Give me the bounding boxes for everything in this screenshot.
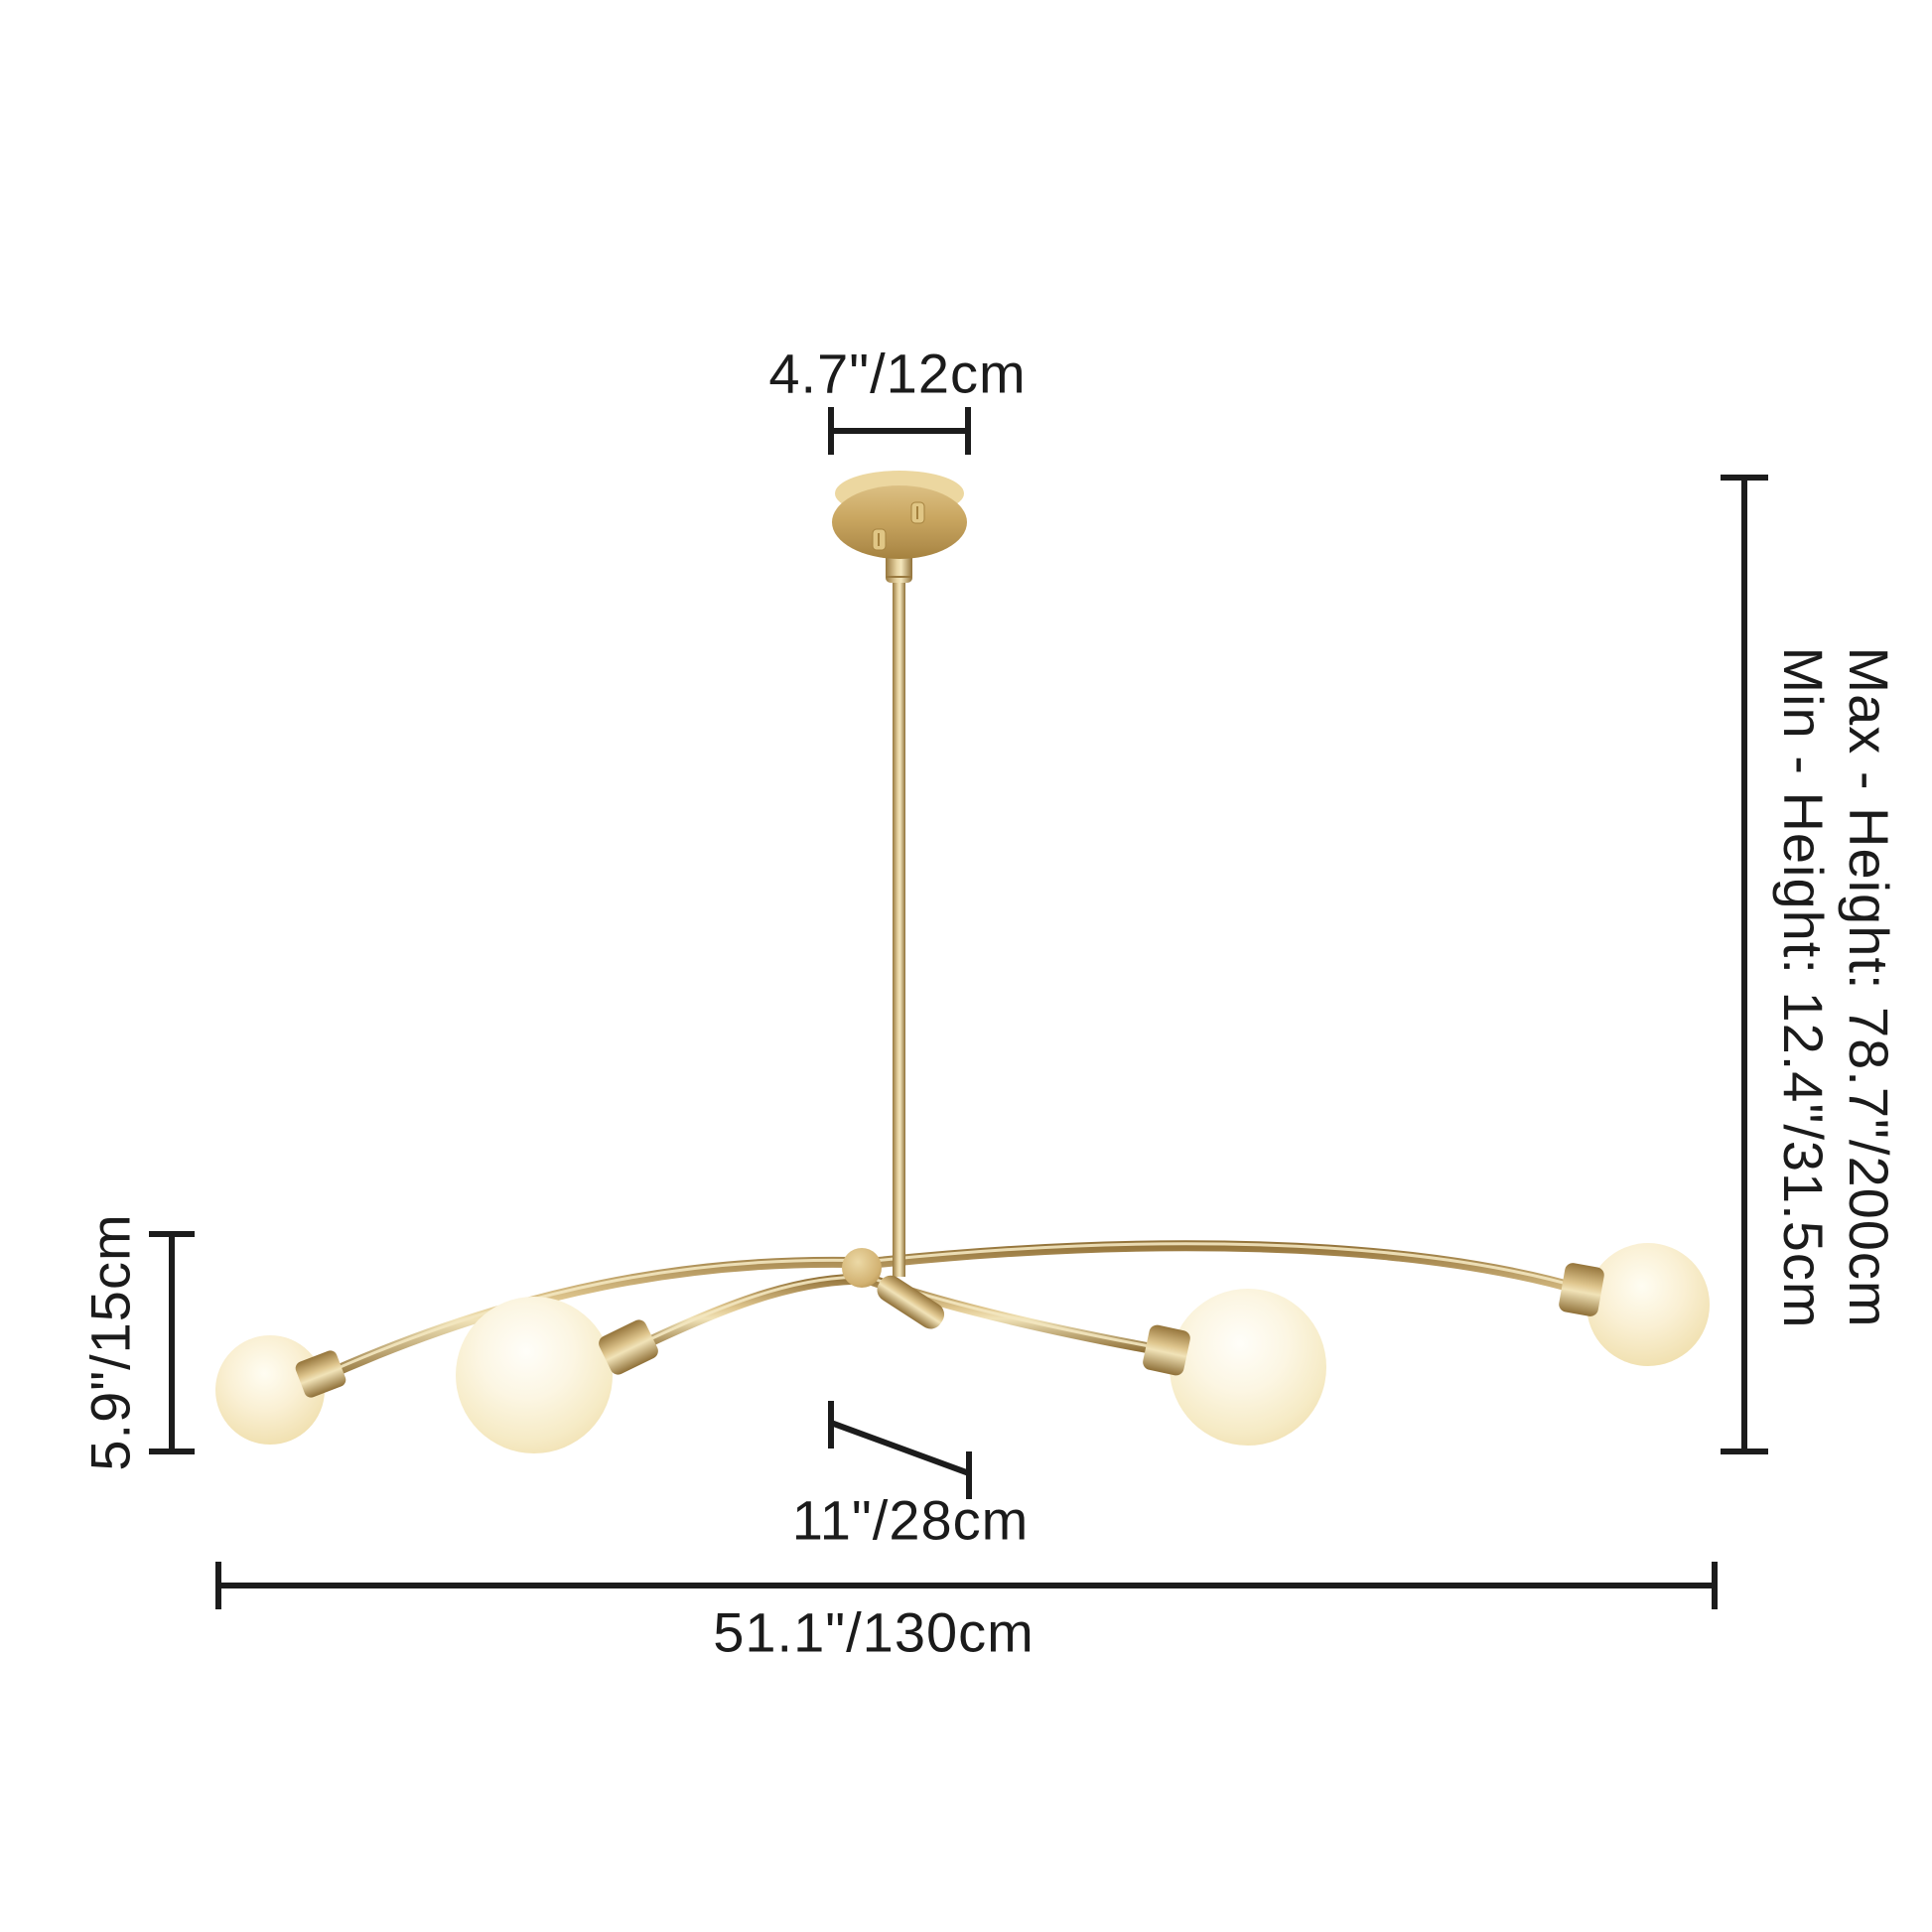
socket-3 <box>1143 1324 1190 1376</box>
socket-4 <box>1559 1263 1604 1316</box>
total-width-dimension-line <box>215 1562 1718 1609</box>
height-dimension-line <box>1721 475 1768 1454</box>
globe-drop-label: 5.9"/15cm <box>78 1213 142 1471</box>
globe-drop-dimension-line <box>149 1231 195 1454</box>
dimension-lines <box>149 407 1768 1609</box>
hanging-rod <box>886 534 912 1277</box>
socket-2 <box>599 1319 658 1375</box>
globe-3 <box>1170 1289 1326 1446</box>
arm-offset-label: 11"/28cm <box>791 1488 1030 1552</box>
max-height-label: Max - Height: 78.7"/200cm <box>1838 646 1900 1328</box>
globes <box>215 1243 1710 1453</box>
arm-offset-dimension-line <box>828 1401 972 1499</box>
chandelier <box>215 471 1710 1453</box>
total-width-label: 51.1"/130cm <box>713 1600 1035 1664</box>
ceiling-canopy <box>832 471 967 559</box>
canopy-screw <box>872 528 887 551</box>
canopy-screw <box>910 501 925 524</box>
central-hub <box>842 1248 945 1329</box>
globe-1 <box>215 1335 325 1445</box>
globe-2 <box>456 1297 613 1453</box>
min-height-label: Min - Height: 12.4"/31.5cm <box>1772 646 1835 1329</box>
canopy-width-dimension-line <box>828 407 971 455</box>
socket-1 <box>295 1350 346 1398</box>
height-labels: Max - Height: 78.7"/200cm Min - Height: … <box>1770 646 1901 1328</box>
globe-4 <box>1587 1243 1710 1366</box>
sockets <box>295 1263 1604 1398</box>
canopy-width-label: 4.7"/12cm <box>768 342 1027 405</box>
